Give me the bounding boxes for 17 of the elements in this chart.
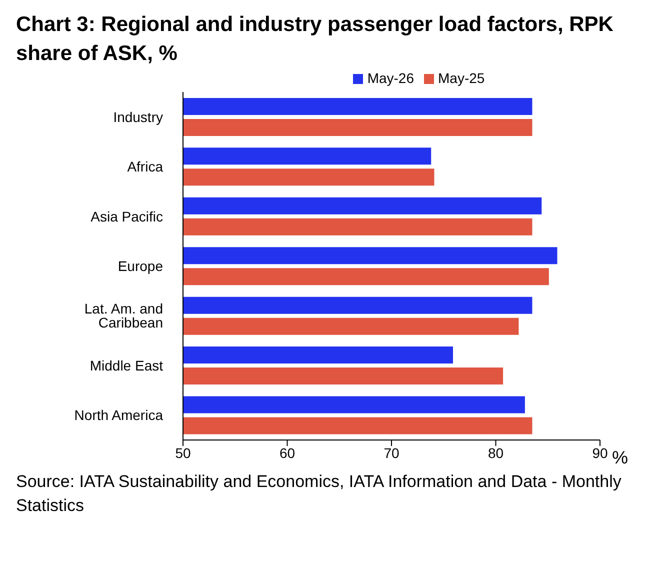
x-tick-label: 80 bbox=[488, 444, 504, 461]
legend-label: May-25 bbox=[438, 70, 485, 86]
y-tick-label: Lat. Am. and Caribbean bbox=[84, 300, 163, 331]
y-tick-label: North America bbox=[74, 407, 164, 424]
y-tick-label: Industry bbox=[113, 108, 163, 125]
y-tick-label: Middle East bbox=[90, 357, 164, 374]
chart-title: Chart 3: Regional and industry passenger load factors, RPK share of ASK, % bbox=[16, 12, 614, 67]
y-tick-label: Africa bbox=[127, 158, 164, 175]
legend-label: May-26 bbox=[367, 70, 414, 86]
y-tick-label: Europe bbox=[118, 258, 164, 274]
x-tick-label: 90 bbox=[592, 444, 608, 461]
x-tick-label: 60 bbox=[279, 444, 296, 461]
x-tick-label: 70 bbox=[384, 444, 400, 461]
source-note: Source: IATA Sustainability and Economics, IATA Information and Data - Monthly Statistics bbox=[16, 471, 622, 517]
x-axis-title: % bbox=[612, 447, 628, 468]
x-tick-label: 50 bbox=[175, 444, 191, 461]
y-tick-label: Asia Pacific bbox=[90, 208, 163, 224]
